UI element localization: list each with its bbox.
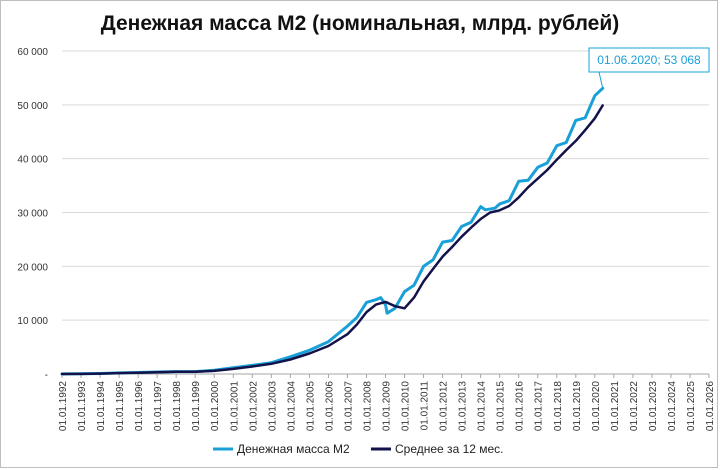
x-tick-label: 01.01.1998 — [172, 381, 183, 431]
x-tick-label: 01.01.1992 — [58, 381, 69, 431]
y-tick-label: 60 000 — [17, 47, 48, 58]
x-tick-label: 01.01.2016 — [515, 381, 526, 431]
y-tick-label: 10 000 — [17, 316, 48, 327]
y-tick-label: 30 000 — [17, 209, 48, 220]
x-tick-label: 01.01.2019 — [572, 381, 583, 431]
legend-label-m2: Денежная масса М2 — [237, 442, 350, 456]
x-tick-label: 01.01.2005 — [305, 381, 316, 431]
x-tick-label: 01.01.1993 — [77, 381, 88, 431]
x-tick-label: 01.01.1995 — [115, 381, 126, 431]
x-tick-label: 01.01.2021 — [610, 381, 621, 431]
y-tick-label: 20 000 — [17, 262, 48, 273]
x-tick-label: 01.01.2022 — [629, 381, 640, 431]
x-tick-label: 01.01.2006 — [324, 381, 335, 431]
gridlines — [62, 50, 709, 375]
x-tick-label: 01.01.2024 — [667, 381, 678, 431]
annotations: 01.06.2020; 53 068 — [588, 47, 710, 89]
x-tick-label: 01.01.2004 — [286, 381, 297, 431]
series-line-average — [60, 104, 604, 376]
x-tick-label: 01.01.1996 — [134, 381, 145, 431]
series-lines — [60, 86, 605, 376]
x-tick-label: 01.01.1994 — [96, 381, 107, 431]
x-tick-label: 01.01.2014 — [477, 381, 488, 431]
x-tick-label: 01.01.2003 — [267, 381, 278, 431]
x-tick-label: 01.01.2000 — [210, 381, 221, 431]
axes: - 10 000 20 000 30 000 40 000 50 000 60 000 01.… — [17, 47, 716, 431]
legend: Денежная масса М2 Среднее за 12 мес. — [213, 442, 504, 456]
callout-box — [588, 47, 710, 73]
callout-leader — [598, 71, 604, 89]
y-tick-label: - — [45, 370, 48, 381]
x-tick-label: 01.01.2013 — [458, 381, 469, 431]
callout-label: 01.06.2020; 53 068 — [597, 53, 701, 67]
x-tick-label: 01.01.2025 — [686, 381, 697, 431]
x-tick-label: 01.01.1997 — [153, 381, 164, 431]
x-tick-label: 01.01.2007 — [343, 381, 354, 431]
x-tick-label: 01.01.2015 — [496, 381, 507, 431]
x-tick-label: 01.01.2009 — [382, 381, 393, 431]
y-tick-label: 40 000 — [17, 155, 48, 166]
x-tick-label: 01.01.2026 — [705, 381, 716, 431]
x-tick-label: 01.01.2018 — [553, 381, 564, 431]
x-tick-label: 01.01.2010 — [401, 381, 412, 431]
x-tick-label: 01.01.2020 — [591, 381, 602, 431]
series-line-m2 — [60, 86, 605, 376]
x-tick-label: 01.01.1999 — [191, 381, 202, 431]
x-tick-label: 01.01.2023 — [648, 381, 659, 431]
x-tick-label: 01.01.2017 — [534, 381, 545, 431]
y-tick-label: 50 000 — [17, 101, 48, 112]
x-tick-label: 01.01.2002 — [248, 381, 259, 431]
x-tick-label: 01.01.2001 — [229, 381, 240, 431]
x-tick-label: 01.01.2011 — [420, 381, 431, 431]
chart-title: Денежная масса М2 (номинальная, млрд. ру… — [101, 12, 619, 35]
legend-label-average: Среднее за 12 мес. — [395, 442, 504, 456]
x-tick-label: 01.01.2008 — [362, 381, 373, 431]
x-tick-label: 01.01.2012 — [439, 381, 450, 431]
